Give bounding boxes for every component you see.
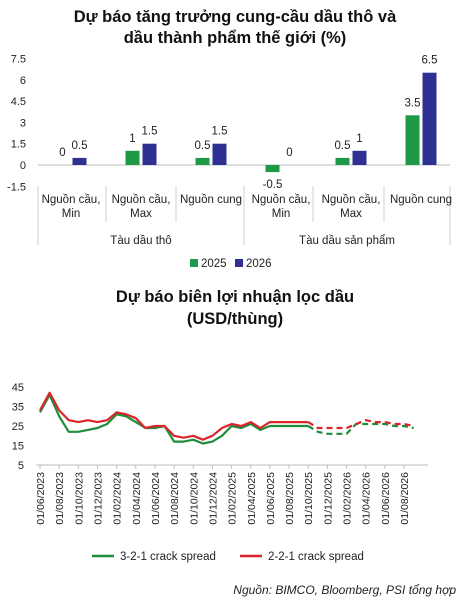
data-label-2026-1: 1.5 (142, 126, 158, 138)
y-tick-label: 7.5 (11, 54, 26, 66)
data-label-2026-5: 6.5 (422, 55, 438, 67)
x-tick-label: 01/06/2024 (150, 472, 162, 525)
x-tick-label: 01/08/2023 (54, 472, 66, 525)
bar-2026-0 (72, 157, 87, 165)
bar-2026-2 (212, 143, 227, 165)
x-tick-label: 01/02/2024 (112, 472, 124, 525)
data-label-2025-3: -0.5 (263, 179, 283, 191)
x-tick-label: 01/10/2024 (188, 472, 200, 525)
legend-label: 3-2-1 crack spread (120, 551, 216, 563)
y-tick-label: 15 (12, 441, 24, 453)
bar-chart-title-line-1: Dự báo tăng trưởng cung-cầu dầu thô và (73, 8, 397, 26)
x-tick-label: 01/12/2024 (207, 472, 219, 525)
line-chart-title-line-2: (USD/thùng) (186, 310, 284, 328)
category-label: Min (62, 208, 81, 220)
y-tick-label: 5 (18, 460, 24, 472)
y-tick-label: 6 (20, 75, 26, 87)
source-note: Nguồn: BIMCO, Bloomberg, PSI tổng hợp (233, 583, 456, 597)
legend-swatch-2026 (235, 259, 243, 267)
bar-2026-5 (422, 72, 437, 165)
category-label: Nguồn cầu, (42, 194, 101, 206)
data-label-2025-2: 0.5 (195, 140, 211, 152)
series-line-forecast (307, 419, 414, 430)
category-label: Nguồn cung (180, 194, 242, 206)
y-tick-label: 45 (12, 382, 24, 394)
x-tick-label: 01/08/2026 (399, 472, 411, 525)
data-label-2026-2: 1.5 (212, 126, 228, 138)
crack-spread-line-chart: 45 35 25 15 5 01/06/2023 01/08/2023 01/10/2023 0… (12, 382, 428, 563)
y-tick-label: 3 (20, 117, 26, 129)
bar-2025-4 (335, 157, 350, 165)
series-line-actual (39, 393, 309, 445)
x-tick-label: 01/04/2024 (131, 472, 143, 525)
legend-label-2025: 2025 (201, 258, 227, 270)
x-tick-label: 01/12/2023 (92, 472, 104, 525)
data-label-2025-0: 0 (59, 147, 65, 159)
data-label-2025-4: 0.5 (335, 140, 351, 152)
bar-2025-5 (405, 115, 420, 165)
category-label: Nguồn cầu, (252, 194, 311, 206)
legend-label: 2-2-1 crack spread (268, 551, 364, 563)
data-label-2026-3: 0 (286, 147, 292, 159)
x-tick-label: 01/10/2025 (303, 472, 315, 525)
x-tick-label: 01/08/2025 (284, 472, 296, 525)
x-tick-label: 01/06/2026 (380, 472, 392, 525)
category-label: Nguồn cầu, (322, 194, 381, 206)
x-tick-label: 01/04/2026 (361, 472, 373, 525)
bar-2026-4 (352, 150, 367, 165)
legend-swatch-2025 (190, 259, 198, 267)
x-tick-label: 01/08/2024 (169, 472, 181, 525)
x-tick-label: 01/04/2025 (246, 472, 258, 525)
bar-2025-2 (195, 157, 210, 165)
group-label: Tàu dầu thô (110, 235, 171, 247)
x-tick-label: 01/06/2023 (35, 472, 47, 525)
data-label-2026-4: 1 (356, 133, 362, 145)
category-label: Max (130, 208, 152, 220)
bar-chart-title-line-2: dầu thành phẩm thế giới (%) (123, 29, 347, 47)
x-tick-label: 01/02/2025 (227, 472, 239, 525)
x-tick-label: 01/10/2023 (73, 472, 85, 525)
x-tick-label: 01/02/2026 (342, 472, 354, 525)
x-tick-label: 01/12/2025 (322, 472, 334, 525)
category-label: Nguồn cầu, (112, 194, 171, 206)
line-chart-title-line-1: Dự báo biên lợi nhuận lọc dầu (115, 288, 355, 306)
data-label-2025-5: 3.5 (405, 97, 421, 109)
y-tick-label: 0 (20, 160, 26, 172)
y-tick-label: -1.5 (7, 181, 26, 193)
category-label: Nguồn cung (390, 194, 452, 206)
data-label-2026-0: 0.5 (72, 140, 88, 152)
legend-label-2026: 2026 (246, 258, 272, 270)
y-tick-label: 25 (12, 421, 24, 433)
group-label: Tàu dầu sản phẩm (299, 235, 395, 247)
data-label-2025-1: 1 (129, 133, 135, 145)
bar-2025-3 (265, 165, 280, 173)
category-label: Min (272, 208, 291, 220)
y-tick-label: 1.5 (11, 139, 26, 151)
series-line-actual (39, 391, 309, 441)
category-label: Max (340, 208, 362, 220)
bar-2026-1 (142, 143, 157, 165)
bar-2025-1 (125, 150, 140, 165)
y-tick-label: 4.5 (11, 96, 26, 108)
x-tick-label: 01/06/2025 (265, 472, 277, 525)
series-line-forecast (307, 422, 414, 435)
y-tick-label: 35 (12, 402, 24, 414)
